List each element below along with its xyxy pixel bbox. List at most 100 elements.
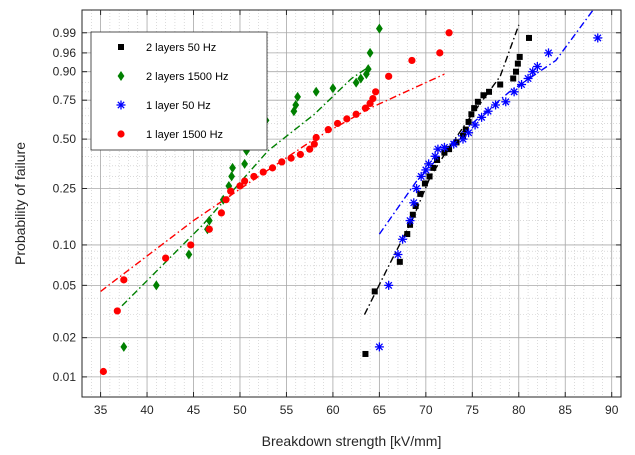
data-point [369,94,377,103]
data-point [433,144,443,154]
data-point [306,145,314,153]
data-point [278,158,286,166]
data-point [343,115,351,123]
legend-marker [117,130,125,138]
data-point [514,60,521,67]
data-point [329,83,337,94]
asterisk-stroke [410,199,418,207]
x-tick-label: 45 [187,403,201,417]
data-point [352,77,360,88]
data-point [292,99,300,110]
data-point [357,73,365,84]
data-point [120,341,128,352]
data-point [228,171,236,182]
data-point [259,168,267,176]
y-tick-label: 0.25 [53,182,77,196]
data-point [523,73,533,83]
asterisk-stroke [524,74,532,83]
data-point [470,120,480,130]
data-point [287,154,295,162]
legend-marker [117,71,125,81]
data-point [480,92,487,99]
asterisk-stroke [440,143,449,152]
data-point [185,249,193,260]
data-point [532,62,542,72]
data-point [424,159,434,169]
data-point [439,142,449,152]
data-point [366,47,374,58]
data-point [501,97,511,107]
asterisk-stroke [406,216,414,225]
asterisk-stroke [594,34,602,42]
x-tick-label: 90 [605,403,619,417]
data-point [310,140,318,148]
data-point [241,158,249,169]
data-point [296,150,304,159]
data-point [430,164,437,171]
x-axis-label: Breakdown strength [kV/mm] [262,433,442,449]
data-point [491,100,501,110]
asterisk-stroke [464,129,473,137]
data-point [516,53,523,60]
data-point [222,196,230,204]
data-point [205,215,213,226]
legend-label: 2 layers 1500 Hz [146,71,229,83]
data-point [375,23,383,34]
asterisk-stroke [517,80,526,89]
data-point [409,211,416,218]
legend-marker [118,44,124,50]
data-point [416,171,426,181]
asterisk-stroke [544,49,553,57]
x-tick-label: 75 [466,403,480,417]
legend-marker-symbol [118,44,124,50]
x-tick-label: 50 [233,403,247,417]
data-point [352,110,360,118]
asterisk-stroke [484,107,492,115]
data-point [458,134,468,144]
x-tick-label: 40 [140,403,154,417]
data-point [294,91,301,102]
asterisk-stroke [375,343,384,351]
data-point [405,216,415,226]
data-point [290,106,298,117]
data-point [445,29,453,37]
data-point [408,56,416,65]
data-point [374,342,384,352]
data-point [525,34,532,41]
data-point [512,68,519,75]
fit-line-2-layers-1500-hz [121,68,366,307]
data-point [468,111,475,118]
data-point [441,149,448,156]
legend-marker-symbol [117,130,125,138]
data-point [436,49,444,57]
data-point [398,234,408,244]
x-tick-label: 35 [94,403,108,417]
data-point [474,98,481,105]
data-point [477,112,487,122]
data-point [372,88,380,96]
asterisk-stroke [491,101,500,109]
x-tick-label: 65 [373,403,387,417]
data-point [430,151,440,161]
data-point [152,280,160,291]
y-tick-label: 0.96 [53,46,77,60]
data-point [464,128,474,138]
data-point [371,288,378,295]
data-point [483,106,493,116]
asterisk-stroke [424,160,433,168]
data-point [453,139,460,146]
data-point [362,69,370,80]
asterisk-stroke [417,172,425,181]
data-point [446,146,453,153]
data-point [433,156,440,163]
data-point [250,172,258,181]
asterisk-stroke [398,235,407,243]
asterisk-stroke [471,121,479,129]
legend-entry-1-layer-50hz: 1 layer 50 Hz [116,100,211,112]
data-point [465,118,472,125]
legend-entry-2-layers-50hz: 2 layers 50 Hz [118,42,216,54]
legend-box [90,31,268,151]
data-point [361,104,370,112]
data-point [449,139,459,149]
